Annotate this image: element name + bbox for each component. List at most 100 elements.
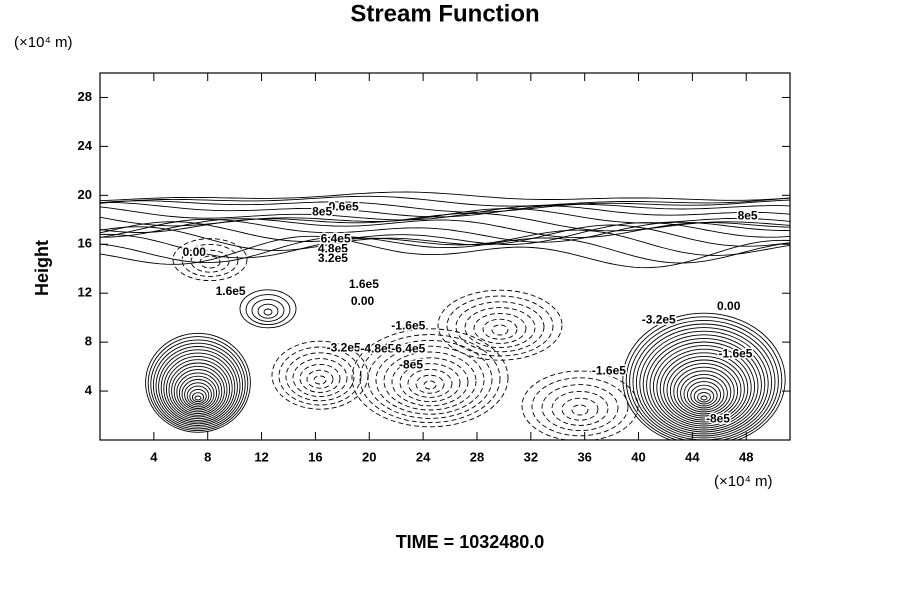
contour-line [251,298,285,322]
contour-label: 8e5 [738,208,758,222]
contour-label: -6.4e5 [391,342,425,356]
contour-line [292,358,348,398]
contour-line [690,384,718,407]
contour-label: 1.6e5 [216,284,246,298]
contour-line [399,363,461,403]
contour-line [491,324,509,336]
contour-label: 0.00 [183,245,207,259]
contour-line [100,205,790,221]
contour-line [632,323,776,440]
contour-line [639,330,769,437]
contour-line [669,363,739,419]
contour-line [652,345,756,429]
contour-label: 8e5 [312,205,332,219]
contour-line [415,374,445,394]
contour-line [160,352,236,423]
contour-line [359,334,501,424]
contour-line [186,385,210,406]
x-tick-label: 16 [308,449,322,464]
x-tick-label: 44 [685,449,700,464]
contour-line [299,363,341,393]
contour-line [622,312,786,440]
contour-line [178,375,218,411]
x-tick-label: 8 [204,449,211,464]
contour-line [423,380,437,390]
contour-line [659,352,749,425]
contour-label: -3.2e5 [642,312,676,326]
contour-line [158,349,238,425]
footer: TIME = 1032480.0 [396,532,545,552]
contour-line [176,372,220,413]
contour-line [649,341,759,431]
contour-line [383,351,477,411]
contour-line [165,359,231,420]
contour-line [407,368,453,398]
contour-label: 0.00 [351,294,375,308]
contour-line [635,327,773,439]
contour-line [306,369,334,389]
contour-line [100,218,790,243]
x-tick-label: 36 [577,449,591,464]
contour-line [100,236,790,264]
contour-line [625,316,783,440]
contour-line [100,235,790,269]
contour-line [656,348,752,427]
contour-label: 6.4e5 [321,232,351,246]
y-axis-label: Height [32,240,52,296]
contour-line [541,384,619,432]
contour-line [673,366,735,417]
contour-line [571,404,589,416]
contour-label: -1.6e5 [592,364,626,378]
x-tick-label: 4 [150,449,158,464]
contour-line [482,318,518,340]
contour-line [700,395,708,401]
contour-line [181,379,215,409]
contour-label: -4.8e5 [360,342,394,356]
x-tick-label: 48 [739,449,753,464]
contour-line [152,342,244,428]
contour-line [391,357,469,407]
contour-line [171,365,225,416]
contour-line [375,345,485,415]
contour-line [521,370,639,440]
contour-line [100,199,790,213]
contour-line [239,289,297,329]
y-tick-label: 20 [78,187,92,202]
contour-line [100,212,790,233]
contour-line [245,294,291,326]
contour-line [351,328,509,428]
contour-label: -1.6e5 [718,347,752,361]
contour-line [531,377,629,437]
y-tick-label: 12 [78,285,92,300]
contour-line [100,191,790,202]
contour-line [271,340,369,410]
contour-line [473,312,527,344]
contour-line [686,381,722,409]
y-tick-label: 16 [78,236,92,251]
contour-line [155,346,241,426]
contour-line [285,352,355,402]
contour-line [190,249,230,273]
x-tick-label: 24 [416,449,431,464]
contour-line [257,303,279,319]
contour-line [100,224,790,251]
contour-label: -8e5 [399,358,423,372]
contour-line [464,307,536,349]
contour-label: 0.00 [717,299,741,313]
contour-line [100,195,790,207]
contour-label: 1.6e5 [349,277,379,291]
y-tick-label: 28 [78,89,92,104]
contour-line [278,346,362,406]
contour-line [189,388,207,404]
x-unit: (×10⁴ m) [714,473,773,490]
contour-line [676,370,732,415]
contour-line [683,377,725,411]
contour-line [437,289,563,361]
y-tick-label: 8 [85,334,92,349]
contour-line [100,229,790,259]
contour-line [150,339,246,430]
contour-line [561,397,599,421]
contour-line [263,308,273,316]
contour-label: -1.6e5 [391,318,425,332]
